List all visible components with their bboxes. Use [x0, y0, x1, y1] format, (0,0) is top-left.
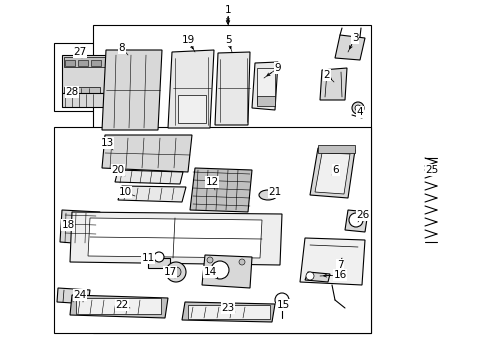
- Polygon shape: [319, 68, 346, 100]
- Text: 9: 9: [274, 63, 281, 73]
- Circle shape: [165, 262, 185, 282]
- Circle shape: [274, 293, 288, 307]
- Text: 21: 21: [268, 187, 281, 197]
- Text: 19: 19: [181, 35, 194, 45]
- Bar: [93, 25, 370, 333]
- Text: 22: 22: [115, 300, 128, 310]
- Polygon shape: [215, 52, 249, 125]
- Text: 26: 26: [356, 210, 369, 220]
- Text: 10: 10: [118, 187, 131, 197]
- Circle shape: [239, 259, 244, 265]
- Text: 27: 27: [73, 47, 86, 57]
- Text: 24: 24: [73, 290, 86, 300]
- Text: 23: 23: [221, 303, 234, 313]
- Text: 25: 25: [425, 165, 438, 175]
- Bar: [257, 68, 274, 104]
- Polygon shape: [118, 186, 185, 202]
- Bar: [76, 298, 161, 314]
- Bar: [148, 258, 170, 268]
- Text: 5: 5: [224, 35, 231, 45]
- Bar: [187, 305, 269, 319]
- Text: 16: 16: [333, 270, 346, 280]
- Text: 2: 2: [323, 70, 329, 80]
- Text: 7: 7: [336, 260, 343, 270]
- Bar: [78, 60, 88, 66]
- Polygon shape: [102, 50, 162, 130]
- Polygon shape: [190, 168, 251, 212]
- Polygon shape: [305, 272, 329, 282]
- Text: 13: 13: [100, 138, 113, 148]
- Text: 28: 28: [65, 87, 79, 97]
- Bar: [317, 145, 354, 153]
- Bar: [62, 93, 104, 107]
- Text: 1: 1: [224, 5, 231, 15]
- Bar: [54, 127, 370, 333]
- Bar: [257, 96, 274, 106]
- Polygon shape: [60, 210, 100, 245]
- Polygon shape: [334, 35, 364, 60]
- Ellipse shape: [259, 190, 276, 200]
- Polygon shape: [299, 238, 364, 285]
- Polygon shape: [70, 295, 168, 318]
- Circle shape: [206, 257, 213, 263]
- Bar: [178, 95, 205, 123]
- Text: 11: 11: [141, 253, 154, 263]
- Text: 14: 14: [203, 267, 216, 277]
- Circle shape: [171, 267, 181, 277]
- Polygon shape: [202, 255, 251, 288]
- Text: 6: 6: [332, 165, 339, 175]
- Circle shape: [351, 102, 363, 114]
- Text: 18: 18: [61, 220, 75, 230]
- Polygon shape: [115, 170, 183, 184]
- Text: 12: 12: [205, 177, 218, 187]
- Text: 20: 20: [111, 165, 124, 175]
- Polygon shape: [251, 62, 278, 110]
- Polygon shape: [182, 302, 274, 322]
- Bar: [65, 60, 75, 66]
- Polygon shape: [345, 210, 367, 232]
- Bar: [91, 60, 101, 66]
- Circle shape: [154, 252, 163, 262]
- Bar: [64, 57, 106, 67]
- Polygon shape: [102, 135, 192, 172]
- Text: 15: 15: [276, 300, 289, 310]
- Circle shape: [210, 261, 228, 279]
- Circle shape: [354, 105, 360, 111]
- Text: 17: 17: [163, 267, 176, 277]
- Polygon shape: [57, 288, 90, 304]
- Bar: [62, 55, 108, 93]
- Polygon shape: [88, 218, 262, 258]
- Text: 3: 3: [351, 33, 358, 43]
- Bar: [54, 43, 118, 111]
- Circle shape: [305, 272, 313, 280]
- Text: 4: 4: [356, 107, 363, 117]
- Text: 8: 8: [119, 43, 125, 53]
- Polygon shape: [314, 153, 349, 194]
- Polygon shape: [168, 50, 214, 128]
- Polygon shape: [70, 212, 282, 265]
- Polygon shape: [309, 148, 354, 198]
- Circle shape: [348, 213, 362, 227]
- Bar: [64, 87, 100, 93]
